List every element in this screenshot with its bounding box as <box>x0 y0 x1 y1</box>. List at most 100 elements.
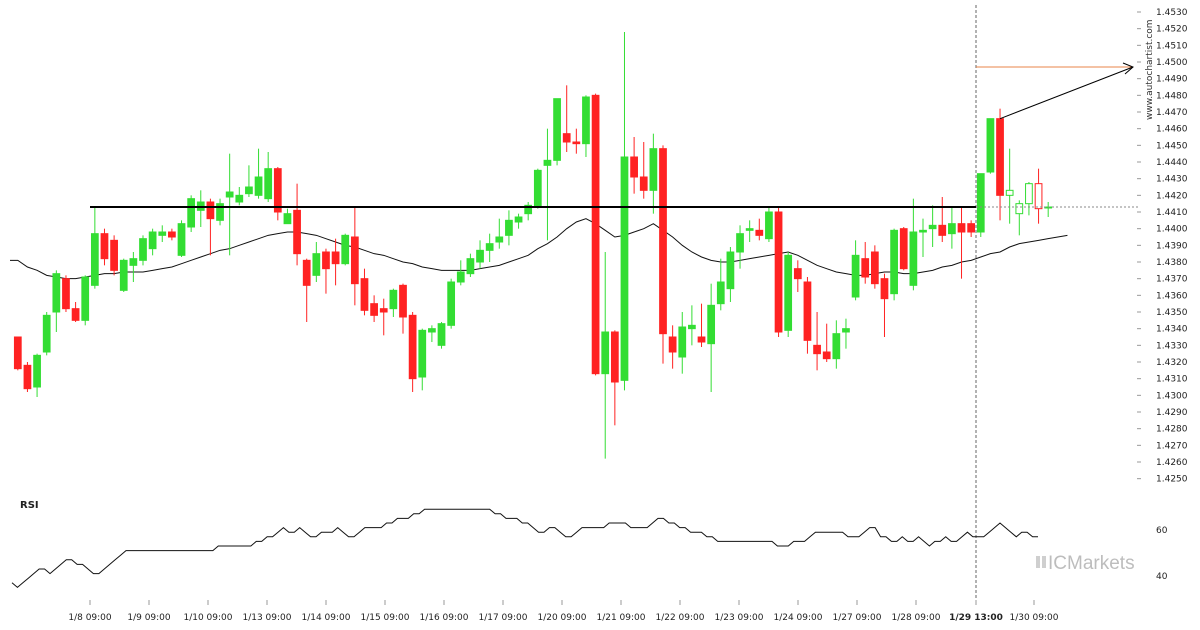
candle-body <box>890 229 898 295</box>
candle <box>533 168 542 209</box>
candle <box>1005 148 1014 224</box>
candle-body <box>861 258 870 278</box>
candle <box>899 227 908 271</box>
candle-body <box>264 168 273 200</box>
candle <box>822 323 831 362</box>
forecast-arrow-shaft <box>999 66 1134 120</box>
candle <box>870 245 879 289</box>
candle <box>62 275 70 312</box>
icmarkets-logo-text: ICMarkets <box>1048 553 1135 574</box>
candle <box>254 148 263 199</box>
candle-body <box>803 281 812 341</box>
candle <box>283 208 292 225</box>
candle <box>389 288 398 317</box>
candle <box>148 228 157 256</box>
price-tick-label: 1.4290 <box>1156 408 1188 418</box>
price-tick-label: 1.4340 <box>1156 325 1188 335</box>
price-tick-label: 1.4310 <box>1156 375 1188 385</box>
candle <box>264 152 273 202</box>
candle-body <box>514 216 523 223</box>
candle <box>312 242 321 282</box>
candle <box>168 228 176 241</box>
price-tick-label: 1.4370 <box>1156 275 1188 285</box>
candle-body <box>418 329 427 378</box>
forecast-arrow-head <box>1122 62 1134 75</box>
candle-body <box>254 176 263 196</box>
candle-body <box>610 331 619 383</box>
time-tick-label: 1/13 09:00 <box>242 613 291 623</box>
price-tick-label: 1.4360 <box>1156 291 1188 301</box>
candle-body <box>273 168 282 213</box>
candle <box>639 142 648 199</box>
candle-body <box>899 228 908 270</box>
price-tick-label: 1.4440 <box>1156 158 1188 168</box>
candle <box>177 220 186 257</box>
candle-body <box>601 331 610 375</box>
price-tick-label: 1.4450 <box>1156 141 1188 151</box>
candle-body <box>649 148 658 191</box>
candle <box>52 270 61 332</box>
candle-body <box>447 281 456 326</box>
candle <box>948 207 956 249</box>
candle-body <box>880 278 889 300</box>
candle <box>110 235 118 276</box>
candle-body <box>312 253 321 276</box>
candle <box>23 362 32 392</box>
time-tick-label: 1/14 09:00 <box>301 613 350 623</box>
candle-body <box>976 173 985 233</box>
candle-body <box>52 273 61 313</box>
candle-body <box>322 251 330 270</box>
candle-body <box>13 336 22 370</box>
price-tick-label: 1.4380 <box>1156 258 1188 268</box>
candle-body <box>543 159 552 166</box>
candle-body <box>456 271 465 283</box>
candle <box>668 325 677 369</box>
price-tick-label: 1.4260 <box>1156 458 1188 468</box>
price-tick-label: 1.4520 <box>1156 25 1188 35</box>
candle <box>736 225 744 269</box>
candle <box>928 205 937 247</box>
candle-body <box>793 268 802 280</box>
price-tick-label: 1.4390 <box>1156 241 1188 251</box>
candle <box>697 303 706 347</box>
candle <box>909 198 918 291</box>
candle-body <box>235 194 244 203</box>
candle <box>976 173 985 237</box>
time-tick-label: 1/30 09:00 <box>1009 613 1058 623</box>
candle <box>119 258 128 292</box>
candle <box>139 235 147 266</box>
candle <box>514 213 523 229</box>
time-tick-label: 1/23 09:00 <box>714 613 763 623</box>
candle-body <box>245 186 253 195</box>
candle <box>1034 168 1043 224</box>
candle-body <box>341 234 350 265</box>
price-tick-label: 1.4270 <box>1156 441 1188 451</box>
candle-body <box>100 233 109 260</box>
candle <box>42 312 51 356</box>
candle-body <box>630 156 638 178</box>
candle-body <box>659 148 667 335</box>
candle <box>187 195 196 232</box>
candle <box>360 268 369 316</box>
candle <box>543 128 552 241</box>
time-tick-label: 1/24 09:00 <box>773 613 822 623</box>
candle <box>476 240 484 269</box>
candle <box>33 353 41 397</box>
time-tick-label: 1/8 09:00 <box>68 613 112 623</box>
candle-body <box>33 354 41 388</box>
candle-body <box>225 191 234 198</box>
time-axis-ticks: 1/8 09:00 1/9 09:00 1/10 09:00 1/13 09:00 1/… <box>68 600 1059 623</box>
time-tick-label: 1/20 09:00 <box>537 613 586 623</box>
candle-body <box>668 336 677 353</box>
candle-body <box>350 236 359 285</box>
candle <box>129 252 138 282</box>
price-tick-label: 1.4350 <box>1156 308 1188 318</box>
candle <box>890 228 898 301</box>
candle-body <box>948 223 956 235</box>
candle <box>707 283 716 392</box>
candle <box>466 253 475 277</box>
candle <box>880 273 889 337</box>
candle-body <box>697 336 706 343</box>
autochartist-watermark: www.autochartist.com <box>1145 19 1155 120</box>
candle-body <box>678 326 687 358</box>
